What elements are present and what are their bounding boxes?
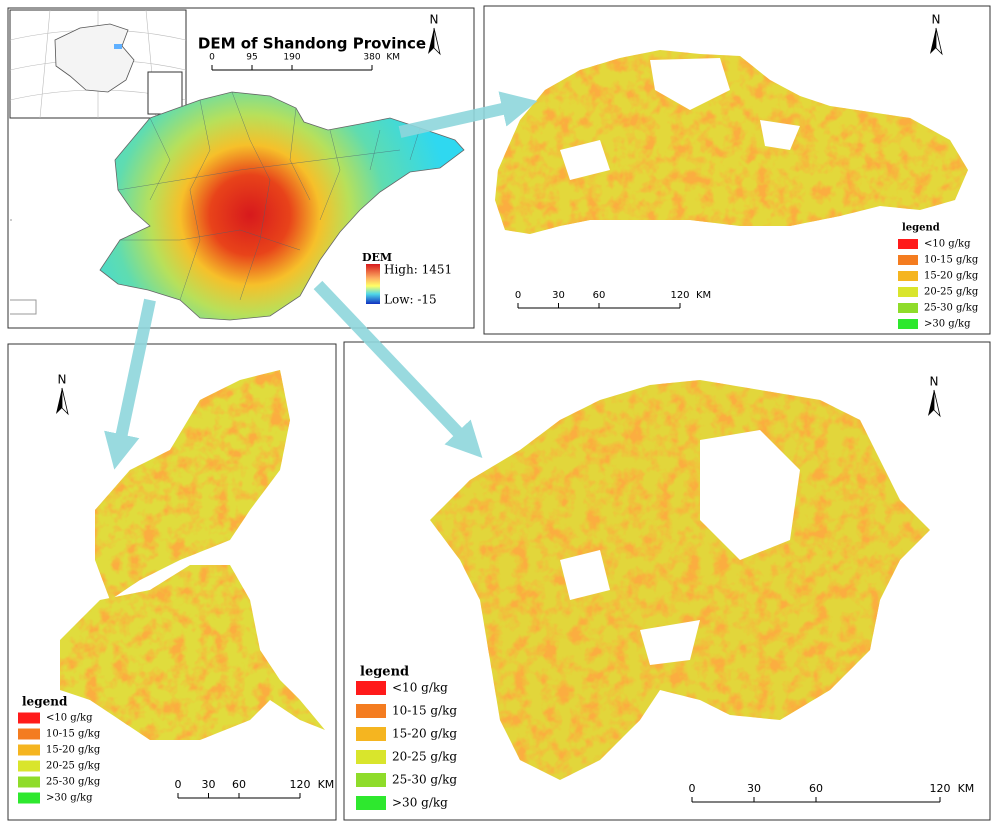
county-boundaries bbox=[117, 91, 421, 301]
legend-label: >30 g/kg bbox=[392, 796, 448, 810]
scale-label: 0 bbox=[689, 782, 696, 795]
scale-label: 30 bbox=[747, 782, 761, 795]
scale-label: 60 bbox=[232, 778, 246, 791]
graticule-ticks bbox=[10, 219, 37, 315]
link-arrow bbox=[104, 91, 538, 470]
legend-swatch bbox=[18, 792, 40, 804]
legend-label: 25-30 g/kg bbox=[46, 777, 101, 788]
legend-label: 20-25 g/kg bbox=[46, 761, 101, 772]
scale-label: 60 bbox=[809, 782, 823, 795]
north-label: N bbox=[932, 13, 941, 27]
soil-map bbox=[95, 370, 290, 600]
legend-swatch bbox=[356, 681, 386, 695]
legend-label: 20-25 g/kg bbox=[392, 750, 457, 764]
legend-swatch bbox=[356, 773, 386, 787]
legend-label: 10-15 g/kg bbox=[392, 704, 457, 718]
legend-swatch bbox=[18, 776, 40, 788]
north-label: N bbox=[58, 373, 67, 387]
legend-swatch bbox=[356, 796, 386, 810]
scale-label: 0 bbox=[515, 290, 521, 301]
north-arrow bbox=[935, 27, 943, 56]
legend-swatch bbox=[898, 255, 918, 265]
legend-swatch bbox=[356, 704, 386, 718]
scale-label: 120 bbox=[670, 290, 689, 301]
dem-legend-title: DEM bbox=[362, 251, 392, 264]
legend-swatch bbox=[356, 750, 386, 764]
legend-label: 15-20 g/kg bbox=[46, 745, 101, 756]
legend-swatch bbox=[356, 727, 386, 741]
north-arrow bbox=[933, 389, 941, 418]
legend-label: >30 g/kg bbox=[924, 319, 971, 330]
legend-swatch bbox=[898, 287, 918, 297]
north-arrow bbox=[433, 27, 441, 56]
legend-swatch bbox=[898, 239, 918, 249]
legend-label: 15-20 g/kg bbox=[924, 271, 979, 282]
scale-label: 95 bbox=[246, 53, 257, 63]
legend-title: legend bbox=[22, 695, 68, 709]
map-gaps bbox=[560, 430, 800, 665]
scale-label: 380 bbox=[363, 53, 380, 63]
north-label: N bbox=[930, 375, 939, 389]
scale-unit: KM bbox=[696, 290, 711, 301]
soil-map bbox=[495, 50, 968, 234]
legend-label: >30 g/kg bbox=[46, 793, 93, 804]
north-arrow bbox=[428, 28, 434, 54]
north-arrow bbox=[61, 387, 69, 416]
legend-label: 10-15 g/kg bbox=[46, 729, 101, 740]
scale-unit: KM bbox=[386, 53, 400, 63]
map-title: DEM of Shandong Province bbox=[198, 35, 426, 53]
dem-low: Low: -15 bbox=[384, 293, 437, 307]
scale-label: 30 bbox=[202, 778, 216, 791]
legend-swatch bbox=[18, 744, 40, 756]
dem-high: High: 1451 bbox=[384, 263, 452, 277]
legend-swatch bbox=[898, 271, 918, 281]
legend-swatch bbox=[898, 319, 918, 329]
legend-swatch bbox=[18, 712, 40, 724]
shandong-highlight bbox=[114, 44, 122, 49]
dem-colorbar bbox=[366, 264, 380, 304]
legend-label: 15-20 g/kg bbox=[392, 727, 457, 741]
legend-title: legend bbox=[360, 665, 409, 680]
china-outline bbox=[54, 23, 135, 93]
legend-swatch bbox=[898, 303, 918, 313]
legend-label: <10 g/kg bbox=[46, 713, 93, 724]
north-arrow bbox=[930, 28, 936, 54]
soil-map bbox=[60, 565, 325, 740]
legend-swatch bbox=[18, 728, 40, 740]
dem-map bbox=[99, 91, 465, 321]
north-arrow bbox=[56, 388, 62, 414]
legend-label: 25-30 g/kg bbox=[924, 303, 979, 314]
legend-label: 10-15 g/kg bbox=[924, 255, 979, 266]
soil-map bbox=[430, 380, 930, 780]
scale-label: 0 bbox=[175, 778, 182, 791]
scale-unit: KM bbox=[958, 782, 975, 795]
legend-swatch bbox=[18, 760, 40, 772]
north-label: N bbox=[430, 13, 439, 27]
legend-label: 25-30 g/kg bbox=[392, 773, 457, 787]
scale-label: 60 bbox=[593, 290, 606, 301]
legend-label: <10 g/kg bbox=[924, 239, 971, 250]
south-sea-inset bbox=[147, 71, 183, 115]
scale-label: 120 bbox=[290, 778, 311, 791]
scale-unit: KM bbox=[318, 778, 335, 791]
legend-label: 20-25 g/kg bbox=[924, 287, 979, 298]
scale-label: 0 bbox=[209, 53, 215, 63]
scale-label: 190 bbox=[283, 53, 300, 63]
north-arrow bbox=[928, 390, 934, 416]
legend-title: legend bbox=[902, 223, 940, 234]
scale-label: 120 bbox=[930, 782, 951, 795]
legend-label: <10 g/kg bbox=[392, 681, 448, 695]
map-gaps bbox=[560, 58, 800, 180]
scale-label: 30 bbox=[552, 290, 565, 301]
